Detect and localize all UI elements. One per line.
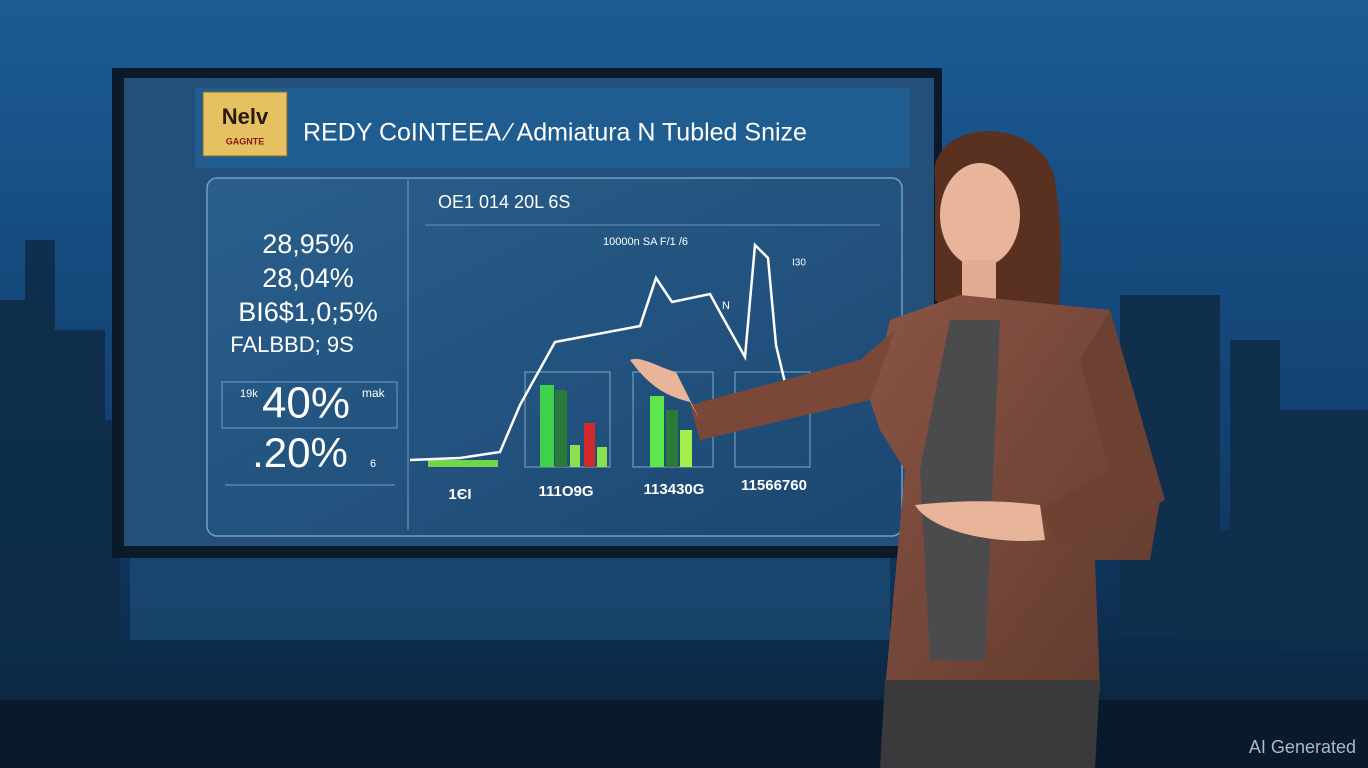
x-label: 113430G [644,481,705,498]
trend-line [409,242,794,462]
bars [428,385,692,467]
big-stat-box [221,381,398,429]
stat: FALBBD; 9S [230,332,354,357]
stat: 28,04% [262,263,354,293]
title-bar [195,88,910,168]
x-labels: 1ЄI 111O9G 113430G 11566760 [448,477,807,503]
watermark: AI Generated [1249,737,1356,757]
chart-right-label: I30 [792,258,806,269]
big-stat-prefix: 19k [240,388,258,400]
small-stat-suffix: 6 [370,458,376,470]
big-stat-suffix: mak [362,386,386,400]
stat: 28,95% [262,229,354,259]
presenter [630,131,1165,768]
stat: BI6$1,0;5% [238,297,378,327]
city-left [0,240,120,660]
chart-heading: OE1 014 20L 6S [438,192,570,212]
floor [0,700,1368,768]
logo-top: Nelv [222,104,269,129]
chart-label: 10000n SA F/1 /6 [603,236,688,248]
big-stat-value: 40% [262,379,350,428]
x-label: 11566760 [741,477,807,494]
small-stat-value: .20% [252,429,348,476]
x-label: 1ЄI [448,486,471,503]
x-label: 111O9G [538,483,593,500]
screen-title: REDY CoINTEEA ⁄ Admiatura N Tubled Snize [303,119,807,147]
logo-bottom: GAGNTE [226,136,265,146]
city-right [1120,295,1368,650]
logo [202,91,288,157]
lower-screen [130,550,890,640]
chart-side-label: N [722,300,730,312]
stats: 28,95% 28,04% BI6$1,0;5% FALBBD; 9S [230,229,378,357]
